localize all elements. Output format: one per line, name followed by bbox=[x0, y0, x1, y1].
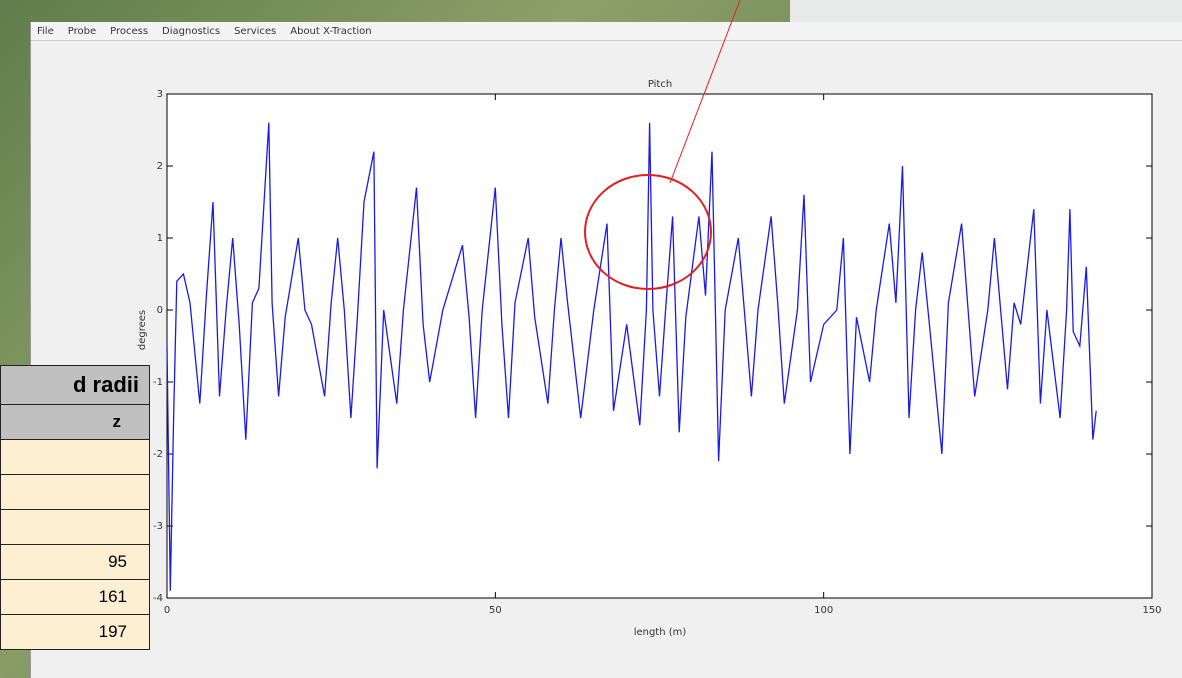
table-row bbox=[0, 474, 150, 510]
highlight-circle bbox=[584, 174, 712, 290]
x-tick-label: 150 bbox=[1142, 605, 1161, 616]
y-tick-label: 2 bbox=[157, 161, 163, 172]
table-cell: 197 bbox=[0, 614, 150, 650]
table-row bbox=[0, 509, 150, 545]
table: d radii z 95 161 197 bbox=[0, 365, 150, 650]
x-tick-label: 100 bbox=[814, 605, 833, 616]
x-axis-label: length (m) bbox=[634, 627, 687, 638]
table-row: 197 bbox=[0, 614, 150, 650]
menu-item[interactable]: About X-Traction bbox=[290, 25, 372, 37]
menu-item[interactable]: File bbox=[37, 25, 54, 37]
menu-bar: File Probe Process Diagnostics Services About… bbox=[31, 22, 1182, 41]
table-row: d radii bbox=[0, 365, 150, 405]
table-row: z bbox=[0, 404, 150, 440]
menu-item[interactable]: Probe bbox=[67, 25, 97, 37]
y-tick-label: -3 bbox=[153, 521, 163, 532]
x-tick-label: 0 bbox=[164, 605, 170, 616]
table-cell bbox=[0, 474, 150, 510]
table-cell: z bbox=[0, 404, 150, 440]
table-cell: 95 bbox=[0, 544, 150, 580]
table-cell: d radii bbox=[0, 365, 150, 405]
plot-area bbox=[166, 93, 1153, 599]
y-tick-label: 3 bbox=[157, 89, 163, 100]
table-row bbox=[0, 439, 150, 475]
plot: -4 -3 -2 -1 0 1 2 3 0 50 100 150 bbox=[153, 89, 1162, 616]
annotation-line bbox=[669, 0, 741, 184]
y-axis-label: degrees bbox=[137, 310, 148, 350]
y-tick-label: 1 bbox=[157, 233, 163, 244]
y-tick-label: -2 bbox=[153, 449, 163, 460]
data-line bbox=[166, 122, 1097, 591]
menu-item[interactable]: Process bbox=[110, 25, 149, 37]
y-tick-label: 0 bbox=[157, 305, 163, 316]
menu-item[interactable]: Services bbox=[234, 25, 277, 37]
y-tick-label: -4 bbox=[153, 593, 163, 604]
menu-item[interactable]: Diagnostics bbox=[162, 25, 221, 37]
table-cell bbox=[0, 439, 150, 475]
table-row: 95 bbox=[0, 544, 150, 580]
y-tick-label: -1 bbox=[153, 377, 163, 388]
x-tick-label: 50 bbox=[489, 605, 502, 616]
table-row: 161 bbox=[0, 579, 150, 615]
table-cell: 161 bbox=[0, 579, 150, 615]
chart-title: Pitch bbox=[648, 79, 672, 90]
table-cell bbox=[0, 509, 150, 545]
